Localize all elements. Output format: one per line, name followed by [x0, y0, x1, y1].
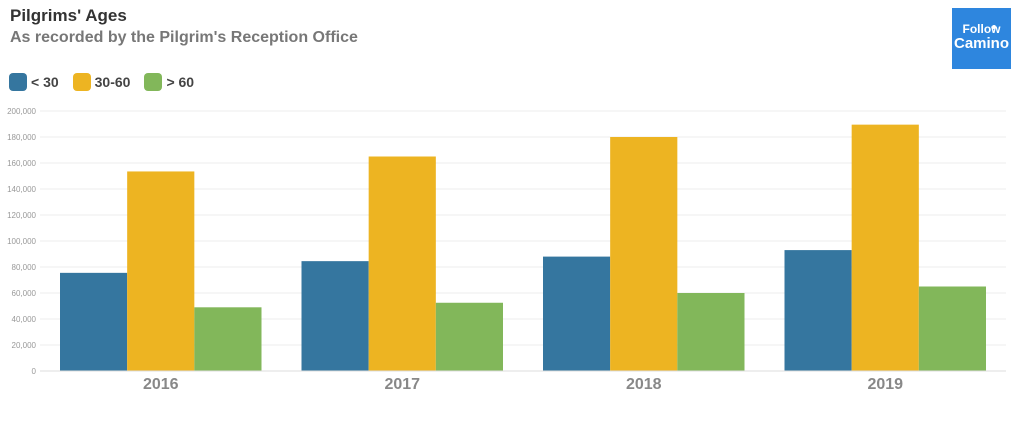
bar [610, 137, 678, 371]
y-tick-label: 80,000 [12, 263, 37, 272]
legend-item-over-60[interactable]: > 60 [144, 73, 194, 91]
y-tick-label: 180,000 [7, 133, 36, 142]
y-tick-label: 160,000 [7, 159, 36, 168]
legend-label-30-60: 30-60 [94, 74, 131, 90]
bar [60, 272, 128, 371]
chart-legend: < 30 30-60 > 60 [9, 73, 194, 91]
legend-swatch-30-60 [72, 73, 91, 91]
legend-swatch-over-60 [144, 73, 163, 91]
bar [435, 302, 503, 371]
legend-label-under-30: < 30 [31, 74, 59, 90]
y-tick-label: 100,000 [7, 237, 36, 246]
y-tick-label: 200,000 [7, 107, 36, 116]
bar [127, 171, 195, 371]
legend-swatch-under-30 [9, 73, 27, 91]
bar [784, 250, 852, 371]
bar [301, 261, 369, 371]
bar [918, 286, 986, 371]
logo-line-2: Camino [953, 35, 1009, 52]
bar [851, 124, 919, 372]
y-tick-label: 120,000 [7, 211, 36, 220]
legend-item-under-30[interactable]: < 30 [9, 73, 59, 91]
bar [194, 307, 262, 371]
y-tick-label: 0 [32, 367, 37, 376]
y-tick-label: 40,000 [12, 315, 37, 324]
bar [543, 256, 611, 371]
x-tick-label: 2016 [143, 376, 179, 393]
chart-title: Pilgrims' Ages [10, 6, 127, 25]
y-tick-label: 140,000 [7, 185, 36, 194]
logo-line-1: Follow [962, 22, 1001, 36]
legend-label-over-60: > 60 [166, 74, 195, 90]
bar [368, 156, 436, 371]
logo-dot-icon [992, 25, 996, 29]
chart-subtitle: As recorded by the Pilgrim's Reception O… [10, 29, 358, 46]
x-tick-label: 2018 [626, 376, 662, 393]
legend-item-30-60[interactable]: 30-60 [72, 73, 131, 91]
x-tick-label: 2019 [867, 376, 903, 393]
y-tick-label: 20,000 [12, 341, 37, 350]
x-tick-label: 2017 [384, 376, 420, 393]
bar [677, 293, 745, 371]
follow-the-camino-logo: Follow Camino [952, 8, 1011, 69]
y-tick-label: 60,000 [12, 289, 37, 298]
